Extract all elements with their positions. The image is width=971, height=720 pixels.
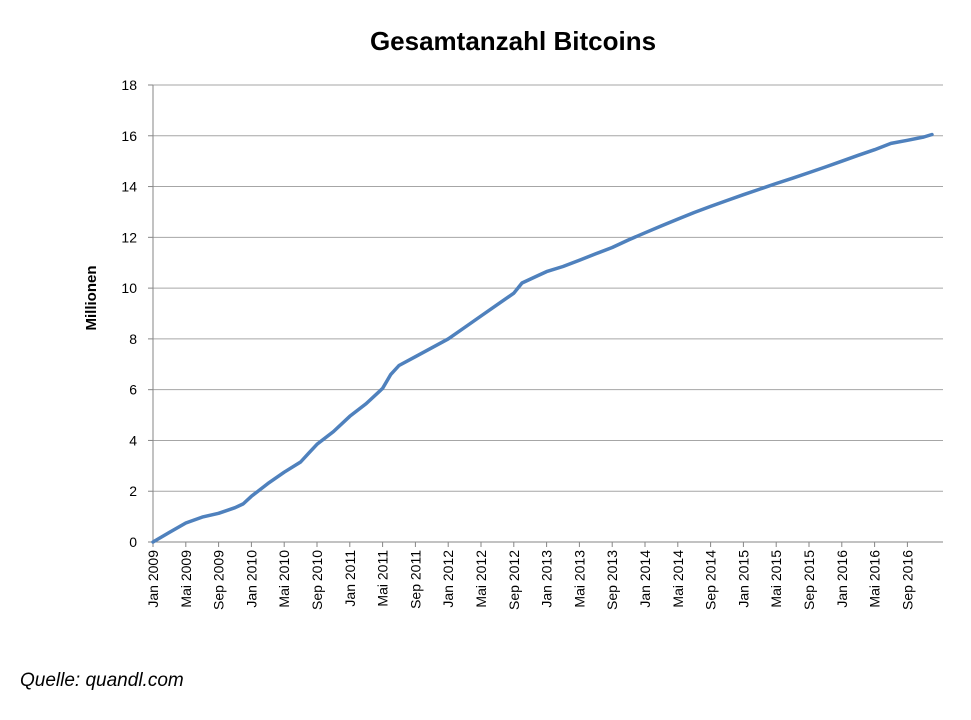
x-tick-label: Jan 2014 [637,550,653,608]
x-tick-label: Mai 2011 [375,550,391,607]
x-tick-label: Mai 2014 [670,550,686,608]
series-line [151,132,934,544]
x-tick-label: Jan 2016 [834,550,850,608]
x-tick-label: Jan 2015 [735,550,751,608]
x-tick-label: Sep 2009 [211,550,227,610]
x-tick-label: Jan 2010 [243,550,259,608]
x-tick-label: Mai 2013 [571,550,587,608]
y-axis-label: Millionen [83,266,100,331]
y-tick-label: 12 [121,229,137,245]
x-tick-label: Sep 2015 [801,550,817,610]
y-tick-label: 14 [121,179,137,195]
x-tick-label: Sep 2014 [703,550,719,610]
x-tick-label: Mai 2015 [768,550,784,608]
x-tick-label: Jan 2011 [342,550,358,607]
x-tick-label: Sep 2010 [309,550,325,610]
x-tick-label: Mai 2016 [867,550,883,608]
x-tick-label: Jan 2009 [145,550,161,608]
y-tick-label: 18 [121,77,137,93]
y-tick-label: 6 [129,382,137,398]
x-tick-label: Mai 2010 [276,550,292,608]
y-tick-label: 16 [121,128,137,144]
chart-title: Gesamtanzahl Bitcoins [370,26,656,56]
x-tick-label: Jan 2012 [440,550,456,608]
x-tick-label: Sep 2016 [899,550,915,610]
source-note: Quelle: quandl.com [20,670,184,691]
y-tick-labels: 0 2 4 6 8 10 12 14 16 18 [121,77,137,550]
x-tick-label: Sep 2013 [604,550,620,610]
x-tick-label: Mai 2009 [178,550,194,608]
axes [152,85,943,543]
x-tick-labels: Jan 2009 Mai 2009 Sep 2009 Jan 2010 Mai 2010… [145,542,915,610]
series-layer [151,132,934,544]
x-tick-label: Mai 2012 [473,550,489,608]
y-tick-label: 2 [129,483,137,499]
x-tick-label: Jan 2013 [539,550,555,608]
x-tick-label: Sep 2011 [407,550,423,609]
x-tick-label: Sep 2012 [506,550,522,610]
y-tick-label: 10 [121,280,137,296]
y-tick-label: 8 [129,331,137,347]
y-tick-label: 0 [129,534,137,550]
y-tick-label: 4 [129,432,137,448]
gridlines [148,84,943,543]
